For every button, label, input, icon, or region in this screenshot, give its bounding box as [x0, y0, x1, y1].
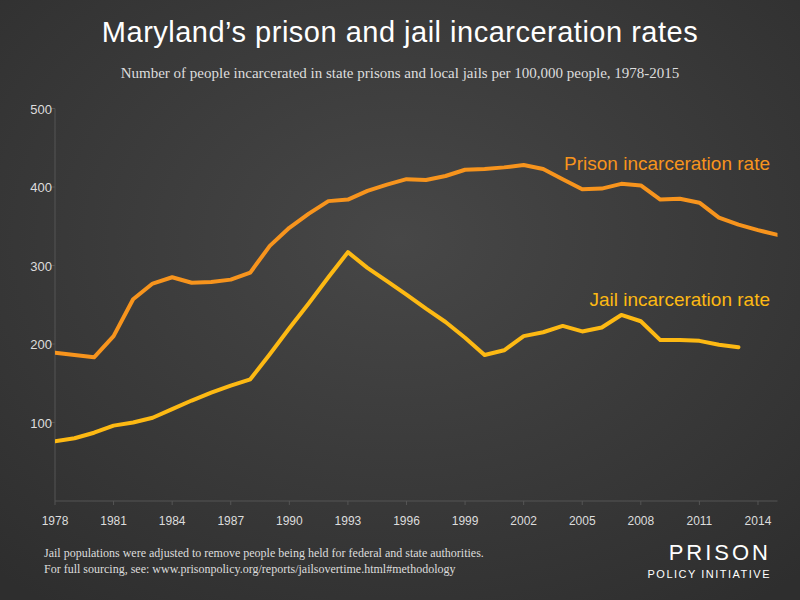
x-tick-label: 2002 — [510, 514, 537, 528]
footnote: For full sourcing, see: www.prisonpolicy… — [44, 562, 456, 576]
y-tick-label: 200 — [30, 337, 52, 352]
x-tick-label: 1978 — [42, 514, 69, 528]
x-tick-label: 2005 — [569, 514, 596, 528]
background — [0, 0, 800, 600]
x-tick — [230, 501, 231, 505]
x-tick-label: 1987 — [217, 514, 244, 528]
x-tick — [523, 501, 524, 505]
x-tick — [347, 501, 348, 505]
x-tick-label: 1984 — [159, 514, 186, 528]
x-tick-label: 2011 — [686, 514, 712, 528]
series-label: Jail incarceration rate — [589, 289, 770, 310]
title: Maryland’s prison and jail incarceration… — [102, 16, 698, 48]
y-tick-label: 300 — [30, 259, 52, 274]
series-label: Prison incarceration rate — [564, 153, 770, 174]
x-tick-label: 2008 — [627, 514, 654, 528]
y-tick-label: 400 — [30, 180, 52, 195]
y-tick-label: 500 — [30, 102, 52, 117]
logo: POLICY INITIATIVE — [647, 568, 771, 580]
series-line — [55, 165, 778, 357]
x-axis — [55, 501, 778, 502]
x-tick — [640, 501, 641, 505]
subtitle: Number of people incarcerated in state p… — [121, 65, 680, 81]
x-tick — [757, 501, 758, 505]
x-tick — [113, 501, 114, 505]
chart: Maryland’s prison and jail incarceration… — [0, 0, 800, 600]
x-tick — [406, 501, 407, 505]
x-tick — [465, 501, 466, 505]
x-tick-label: 1993 — [335, 514, 362, 528]
series-line — [55, 252, 738, 441]
plot-area — [55, 165, 778, 441]
x-tick-label: 1981 — [100, 514, 127, 528]
x-tick — [699, 501, 700, 505]
x-tick-label: 1990 — [276, 514, 303, 528]
x-tick — [582, 501, 583, 505]
y-tick-label: 100 — [30, 416, 52, 431]
x-tick — [55, 501, 56, 505]
x-tick-label: 2014 — [745, 514, 772, 528]
x-tick-label: 1996 — [393, 514, 420, 528]
x-tick — [289, 501, 290, 505]
x-tick-label: 1999 — [452, 514, 479, 528]
footnote: Jail populations were adjusted to remove… — [44, 546, 484, 560]
logo: PRISON — [669, 540, 771, 565]
x-tick — [172, 501, 173, 505]
